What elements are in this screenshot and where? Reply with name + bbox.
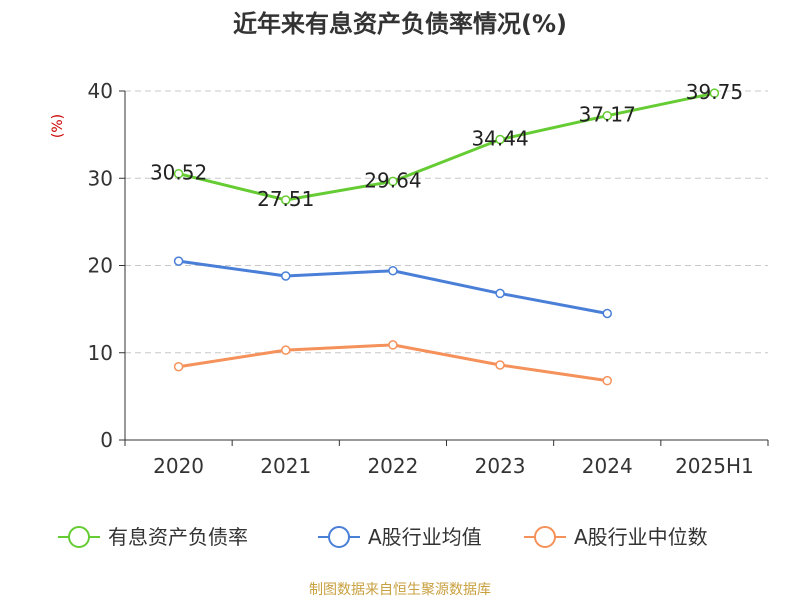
data-point: [173, 361, 184, 372]
y-tick-label: 20: [88, 254, 113, 278]
data-point: [281, 195, 291, 205]
y-tick-label: 30: [88, 166, 113, 190]
legend-marker: [328, 526, 350, 548]
legend-label: 有息资产负债率: [108, 525, 248, 549]
y-axis-unit: (%): [50, 114, 66, 138]
data-point: [173, 256, 184, 266]
x-tick-label: 2020: [153, 454, 204, 478]
y-axis: 0 10 20 30 40: [88, 79, 126, 452]
data-point: [495, 288, 505, 299]
data-label: 30.52: [150, 161, 207, 185]
x-tick-label: 2022: [367, 454, 418, 478]
series-group: 30.52 27.51 29.64 34.44 37.17 39.75: [150, 80, 743, 386]
x-tick-label: 2025H1: [675, 454, 754, 478]
series-line-2: [178, 343, 608, 383]
x-axis: 2020 2021 2022 2023 2024 2025H1: [124, 439, 769, 478]
data-point: [495, 360, 505, 370]
data-point: [281, 345, 291, 355]
data-point: [388, 340, 398, 350]
data-point: [602, 308, 612, 319]
y-tick-label: 40: [88, 79, 113, 103]
legend-label: A股行业均值: [368, 525, 482, 549]
x-tick-label: 2021: [260, 454, 311, 478]
data-point: [388, 265, 398, 276]
data-point: [709, 88, 720, 98]
data-point: [495, 134, 505, 145]
legend-marker: [68, 526, 90, 548]
data-point: [602, 110, 612, 121]
legend-marker: [534, 526, 556, 548]
grid-lines: [125, 90, 768, 354]
y-tick-label: 0: [100, 428, 113, 452]
data-label: 34.44: [471, 127, 528, 151]
data-point: [388, 176, 398, 187]
x-tick-label: 2023: [475, 454, 526, 478]
data-label: 29.64: [364, 168, 421, 192]
y-tick-label: 10: [88, 341, 113, 365]
legend-label: A股行业中位数: [574, 525, 708, 549]
data-point: [602, 375, 612, 386]
x-tick-label: 2024: [582, 454, 633, 478]
chart-title: 近年来有息资产负债率情况(%): [233, 10, 567, 38]
data-label: 39.75: [686, 80, 743, 104]
data-label: 37.17: [579, 103, 636, 127]
data-point: [173, 168, 184, 179]
source-note: 制图数据来自恒生聚源数据库: [309, 582, 491, 598]
legend: 有息资产负债率 A股行业均值 A股行业中位数: [58, 525, 708, 549]
data-label: 27.51: [257, 187, 314, 211]
data-point: [281, 271, 291, 281]
series-line-0: [178, 91, 715, 202]
